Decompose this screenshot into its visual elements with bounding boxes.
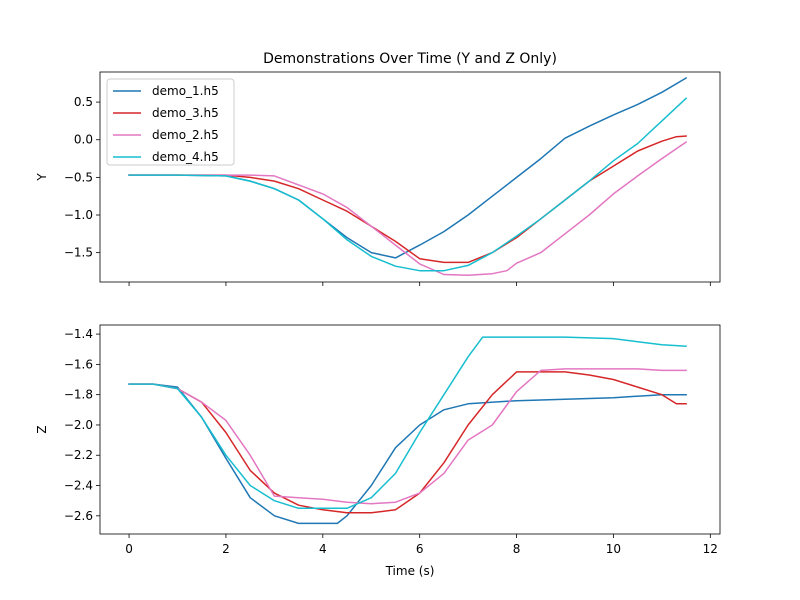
y-tick-label: −2.0 — [64, 418, 93, 432]
y-tick-label: −2.6 — [64, 509, 93, 523]
y-axis-label: Z — [35, 425, 49, 433]
chart-title: Demonstrations Over Time (Y and Z Only) — [263, 51, 557, 67]
legend-label: demo_3.h5 — [152, 106, 219, 120]
y-axis-label: Y — [35, 173, 49, 182]
x-tick-label: 6 — [416, 542, 424, 556]
y-tick-label: 0.0 — [74, 133, 93, 147]
x-tick-label: 8 — [513, 542, 521, 556]
y-tick-label: −0.5 — [64, 170, 93, 184]
plot-frame — [99, 324, 721, 535]
y-subplot: 0.50.0−0.5−1.0−1.5Ydemo_1.h5demo_3.h5dem… — [35, 71, 721, 286]
y-tick-label: −2.2 — [64, 448, 93, 462]
series-line-demo-4 — [128, 97, 688, 272]
x-tick-label: 12 — [703, 542, 718, 556]
series-line-demo-4 — [128, 336, 687, 510]
y-tick-label: 0.5 — [74, 95, 93, 109]
x-tick-label: 2 — [222, 542, 230, 556]
x-axis-label: Time (s) — [385, 564, 435, 578]
y-tick-label: −1.0 — [64, 208, 93, 222]
y-tick-label: −2.4 — [64, 479, 93, 493]
series-line-demo-3 — [128, 371, 687, 514]
legend-label: demo_1.h5 — [152, 84, 219, 98]
x-tick-label: 4 — [319, 542, 327, 556]
legend: demo_1.h5 demo_3.h5 demo_2.h5 demo_4.h5 — [106, 78, 235, 166]
y-tick-label: −1.8 — [64, 388, 93, 402]
legend-label: demo_4.h5 — [152, 150, 219, 164]
series-line-demo-2 — [128, 368, 687, 505]
series-line-demo-2 — [128, 140, 688, 276]
series-line-demo-3 — [128, 135, 687, 264]
z-subplot: 0 2 4 6 8 10 12 −1.4 −1.6 −1.8 −2.0 −2.2 −2.4 −2.6 Z — [35, 324, 721, 556]
y-tick-label: −1.5 — [64, 246, 93, 260]
legend-box — [106, 78, 235, 166]
y-tick-label: −1.4 — [64, 327, 93, 341]
x-tick-label: 0 — [125, 542, 133, 556]
x-tick-label: 10 — [606, 542, 621, 556]
legend-label: demo_2.h5 — [152, 128, 219, 142]
y-tick-label: −1.6 — [64, 357, 93, 371]
